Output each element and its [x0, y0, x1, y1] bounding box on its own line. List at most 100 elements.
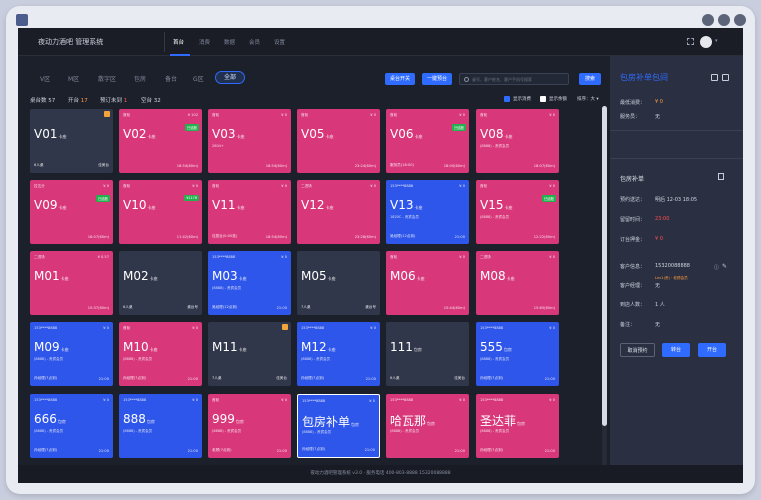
- nav-home[interactable]: 首台: [173, 40, 185, 46]
- sort-select[interactable]: 排序：大 ▾: [577, 97, 599, 102]
- table-card[interactable]: 拉达分 ¥ 0 18:07(60m) V09卡座 已结账: [30, 180, 113, 244]
- card-status: 153****8888: [390, 184, 414, 188]
- nav-member[interactable]: 会员: [249, 40, 261, 46]
- table-card[interactable]: 首轮 ¥ 0 11:42(60m) V10卡座 ¥1178: [119, 180, 202, 244]
- table-card[interactable]: 二进场 ¥ 0 23:28(60m) V12卡座: [297, 180, 380, 244]
- card-time: 21:00: [276, 449, 287, 453]
- card-time: 桌台号: [365, 305, 376, 309]
- table-card[interactable]: 首轮 ¥ 102 18:54(60m) V02卡座 已结账: [119, 109, 202, 173]
- show-consume-checkbox[interactable]: [504, 96, 510, 102]
- card-name: M05卡座: [301, 269, 336, 283]
- window-maximize-button[interactable]: [718, 14, 730, 26]
- card-status: 二进场: [301, 184, 312, 188]
- table-card[interactable]: 首轮 ¥ 0 2604+ 18:54(60m) V03卡座: [208, 109, 291, 173]
- card-name-text: M02: [123, 269, 149, 283]
- table-card[interactable]: 7人桌 佳美台 M11卡座: [208, 322, 291, 386]
- card-status: 二进场: [480, 255, 491, 259]
- card-amount: ¥ 0: [192, 398, 198, 402]
- card-member: (8888) - 贵宾会员: [34, 357, 64, 361]
- table-card[interactable]: 153****8888 ¥ 0 (8888) - 贵宾会员 孙经理(7点到) 21:00…: [30, 322, 113, 386]
- detail-label: 客户经理：: [620, 283, 646, 289]
- zone-tab-v[interactable]: V区: [40, 76, 51, 83]
- window-close-button[interactable]: [734, 14, 746, 26]
- fullscreen-icon[interactable]: [687, 38, 694, 45]
- zone-tab-m[interactable]: M区: [68, 76, 80, 83]
- transfer-table-button[interactable]: 转台: [662, 343, 690, 357]
- card-name-text: 888: [123, 412, 146, 426]
- table-card[interactable]: 首轮 ¥ 0 佳居台(0:00准) 18:54(60m) V11卡座: [208, 180, 291, 244]
- nav-consume[interactable]: 消费: [199, 40, 211, 46]
- zone-tab-sanzi[interactable]: 散字区: [98, 76, 117, 83]
- show-balance-checkbox[interactable]: [540, 96, 546, 102]
- table-card[interactable]: 首轮 ¥ 0 23:24(60m) V05卡座: [297, 109, 380, 173]
- table-card[interactable]: 二进场 ¥ 0 15:65(60m) M08卡座: [476, 251, 559, 315]
- card-name: V01卡座: [34, 127, 66, 141]
- card-type: 包房: [413, 347, 422, 352]
- chevron-down-icon[interactable]: ▾: [715, 38, 718, 44]
- card-time: 15:37(60m): [87, 306, 109, 310]
- card-name: V12卡座: [301, 198, 333, 212]
- search-button[interactable]: 搜索: [579, 73, 601, 85]
- zone-tab-room[interactable]: 包房: [134, 76, 147, 83]
- table-card[interactable]: 二进场 ¥ 0.57 15:37(60m) M01卡座: [30, 251, 113, 315]
- table-card[interactable]: 153****8888 ¥ 0 (8888) - 贵宾会员 吴经理(12点到) 21:0…: [208, 251, 291, 315]
- avatar[interactable]: [700, 36, 712, 48]
- card-note: 佳居台(0:00准): [212, 234, 238, 238]
- edit-icon[interactable]: ✎: [722, 263, 728, 270]
- card-time: 桌台号: [187, 305, 198, 309]
- card-type: 包房: [57, 419, 66, 424]
- zone-tab-all[interactable]: 全部: [215, 71, 245, 84]
- table-card[interactable]: 6人桌 佳美台 V01卡座: [30, 109, 113, 173]
- batch-reserve-button[interactable]: 一键预台: [422, 73, 452, 85]
- table-card[interactable]: 153****8888 ¥ 0 (8888) - 贵宾会员 孙经理(7点到) 21:00…: [30, 394, 113, 458]
- table-card[interactable]: 首轮 ¥ 0 (8888) - 贵宾会员 18:07(60m) V08卡座: [476, 109, 559, 173]
- info-icon[interactable]: ⓘ: [714, 265, 720, 271]
- table-card[interactable]: 首轮 ¥ 0 (8888) - 贵宾会员 孙经理(7点到) 21:00 M10卡座: [119, 322, 202, 386]
- card-status: 首轮: [212, 113, 220, 117]
- card-type: 卡座: [147, 134, 156, 139]
- card-name: 666包房: [34, 412, 66, 426]
- card-time: 21:00: [187, 377, 198, 381]
- detail-label: 留留时间：: [620, 217, 646, 223]
- table-card[interactable]: 153****8888 ¥ 0 (8888) - 贵宾会员 21:00 888包房: [119, 394, 202, 458]
- card-note: 服务员(18:00): [390, 163, 414, 167]
- open-table-button[interactable]: 开台: [698, 343, 726, 357]
- grid-scrollbar[interactable]: [602, 106, 607, 466]
- card-note: 7人桌: [212, 376, 222, 380]
- app-icon: [16, 14, 28, 26]
- card-name-text: M03: [212, 269, 238, 283]
- nav-settings[interactable]: 设置: [274, 40, 286, 46]
- table-card[interactable]: 153****8888 ¥ 0 (8888) - 贵宾会员 孙经理(7点到) 21:00…: [297, 394, 380, 458]
- card-status: 首轮: [212, 184, 220, 188]
- cancel-reservation-button[interactable]: 取消预约: [620, 343, 655, 357]
- window-minimize-button[interactable]: [702, 14, 714, 26]
- card-amount: ¥ 0: [370, 184, 376, 188]
- nav-data[interactable]: 数据: [224, 40, 236, 46]
- table-card[interactable]: 6人桌 佳美台 111包房: [386, 322, 469, 386]
- table-card[interactable]: 7人桌 桌台号 M05卡座: [297, 251, 380, 315]
- table-card[interactable]: 153****8888 ¥ 0 (8888) - 贵宾会员 21:00 哈瓦那包房: [386, 394, 469, 458]
- table-card[interactable]: 6人桌 桌台号 M02卡座: [119, 251, 202, 315]
- search-input[interactable]: 桌号、客户姓名、客户手机号搜索: [459, 73, 569, 85]
- table-card[interactable]: 153****8888 ¥ 0 1820C - 贵宾会员 吴经理(12点到) 21:00…: [386, 180, 469, 244]
- table-card[interactable]: 首轮 ¥ 0 服务员(18:00) 18:00(60m) V06卡座 已结账: [386, 109, 469, 173]
- table-card[interactable]: 153****8888 ¥ 0 (8888) - 贵宾会员 孙经理(7点到) 21:00…: [297, 322, 380, 386]
- card-status: 153****8888: [480, 326, 504, 330]
- card-name: M01卡座: [34, 269, 69, 283]
- scrollbar-thumb[interactable]: [602, 106, 607, 426]
- card-name-text: 999: [212, 412, 235, 426]
- card-name-text: V08: [480, 127, 504, 141]
- list-icon[interactable]: [722, 74, 729, 81]
- zone-tab-spare[interactable]: 备台: [165, 76, 178, 83]
- table-card[interactable]: 首轮 ¥ 0 15:44(60m) M06卡座: [386, 251, 469, 315]
- merge-table-button[interactable]: 桌台开关: [385, 73, 415, 85]
- table-card[interactable]: 153****8888 ¥ 0 (8888) - 贵宾会员 孙经理(7点到) 21:00…: [476, 322, 559, 386]
- table-card[interactable]: 153****8888 ¥ 0 (8888) - 贵宾会员 孙经理(7点到) 21:00…: [476, 394, 559, 458]
- table-card[interactable]: 首轮 ¥ 0 (8888) - 贵宾会员 老顾(7点到) 21:00 999包房: [208, 394, 291, 458]
- document-icon[interactable]: [718, 173, 724, 180]
- print-icon[interactable]: [711, 74, 718, 81]
- table-card[interactable]: 首轮 ¥ 0 (8888) - 贵宾会员 12:22(60m) V15卡座 已结账: [476, 180, 559, 244]
- card-amount: ¥ 0: [549, 255, 555, 259]
- card-amount: ¥ 0: [370, 113, 376, 117]
- zone-tab-g[interactable]: G区: [193, 76, 204, 83]
